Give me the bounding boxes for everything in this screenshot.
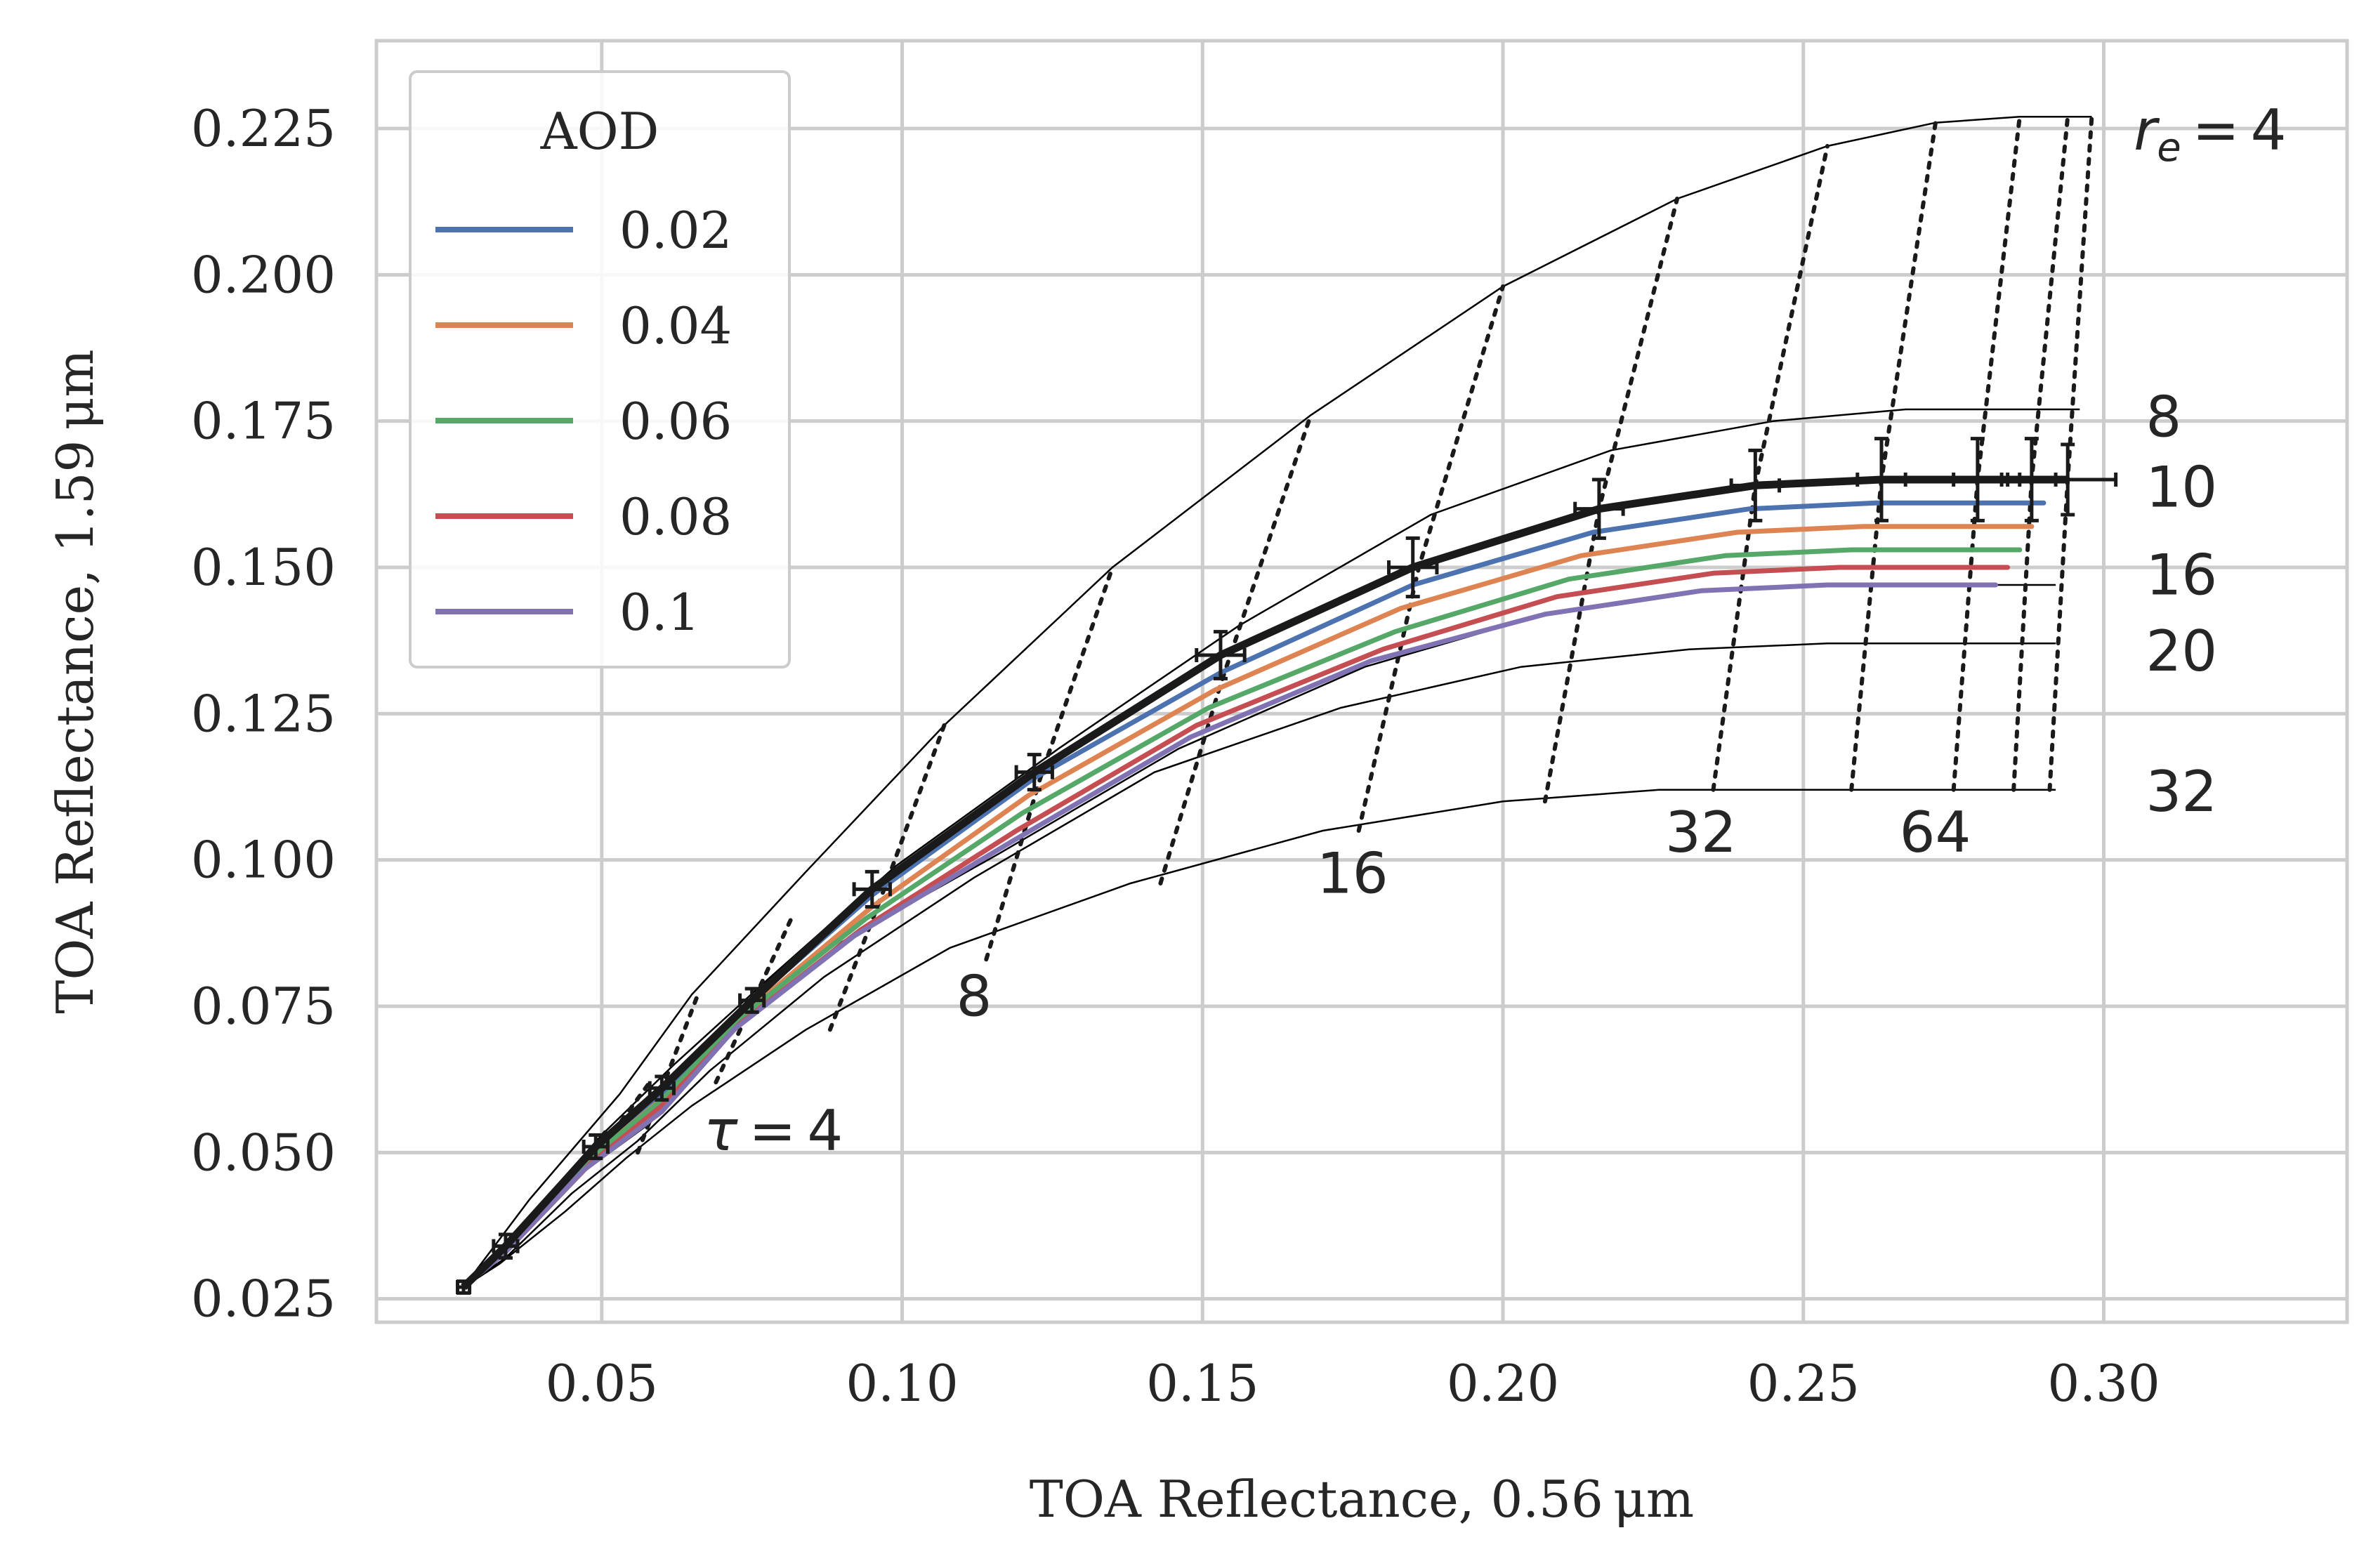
re-curve (463, 408, 2080, 1288)
y-tick-label: 0.050 (191, 1123, 336, 1182)
y-tick-label: 0.075 (191, 977, 336, 1036)
legend-entries: 0.02 0.04 0.06 0.08 0.1 (435, 201, 732, 642)
y-tick-label: 0.100 (191, 831, 336, 890)
tick-labels: 0.05 0.10 0.15 0.20 0.25 0.30 0.025 0.050 0.075 0… (191, 99, 2160, 1413)
grid-annotation: 64 (1900, 800, 1971, 865)
legend-label: 0.02 (619, 201, 732, 260)
plot-frame (374, 39, 2349, 1324)
grid-annotation: 32 (1665, 800, 1737, 865)
observation-series (455, 437, 2118, 1295)
grid-annotation: 16 (1317, 841, 1388, 907)
series-line (461, 547, 2023, 1290)
re-curve (463, 116, 2092, 1288)
re-curve (463, 789, 2056, 1289)
legend-label: 0.1 (619, 583, 700, 642)
tau-line (1711, 144, 1830, 792)
grid-annotation: 32 (2146, 759, 2217, 824)
series-line (461, 582, 1998, 1290)
x-tick-label: 0.15 (1146, 1354, 1259, 1413)
y-tick-label: 0.025 (191, 1270, 336, 1329)
tau-line (984, 565, 1115, 962)
y-tick-label: 0.200 (191, 245, 336, 304)
tau-annotation: τ = 4 (704, 1098, 843, 1164)
tau-line (1158, 413, 1313, 885)
legend-label: 0.08 (619, 487, 732, 546)
x-tick-label: 0.25 (1747, 1354, 1860, 1413)
tau-line (2011, 114, 2070, 792)
x-tick-label: 0.10 (846, 1354, 958, 1413)
x-tick-label: 0.30 (2047, 1354, 2160, 1413)
grid-annotation: 8 (957, 964, 992, 1029)
grid-annotation: 10 (2146, 455, 2217, 520)
legend-label: 0.06 (619, 392, 732, 451)
re-curve (463, 643, 2056, 1289)
tau-line (1849, 120, 1938, 792)
re-annotation: re = 4 (2134, 98, 2286, 171)
series-line (461, 565, 2011, 1290)
grid-annotation: 20 (2146, 619, 2217, 684)
y-tick-label: 0.225 (191, 99, 336, 158)
legend: AOD 0.02 0.04 0.06 0.08 0.1 (409, 70, 791, 668)
y-tick-label: 0.125 (191, 684, 336, 743)
tau-line (1951, 114, 2022, 792)
y-tick-label: 0.175 (191, 392, 336, 451)
tau-line (636, 992, 700, 1155)
grid-annotation: 16 (2146, 543, 2217, 608)
legend-label: 0.04 (619, 296, 732, 355)
x-tick-label: 0.05 (546, 1354, 658, 1413)
legend-title: AOD (540, 102, 659, 161)
grid-annotation: 8 (2146, 385, 2181, 450)
y-axis-label: TOA Reflectance, 1.59 μm (46, 349, 105, 1013)
legend-box (409, 70, 791, 668)
y-tick-label: 0.150 (191, 538, 336, 597)
re-curve (463, 584, 2056, 1288)
x-axis-label: TOA Reflectance, 0.56 μm (1030, 1470, 1694, 1529)
x-tick-label: 0.20 (1447, 1354, 1559, 1413)
